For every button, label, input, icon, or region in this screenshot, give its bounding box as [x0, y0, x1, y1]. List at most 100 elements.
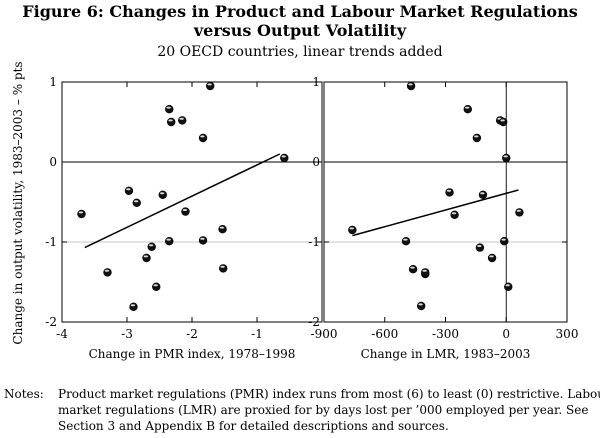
right-scatter-point-body: [475, 243, 485, 252]
left-scatter-point-highlight: [133, 200, 139, 203]
left-scatter-point-body: [218, 225, 227, 234]
left-scatter-point-body: [142, 253, 151, 263]
right-x-tick-label: -900: [311, 327, 338, 341]
left-scatter-point-highlight: [219, 226, 225, 229]
left-scatter-point-body: [198, 133, 208, 143]
left-scatter-point: [218, 225, 227, 234]
left-scatter-point: [206, 81, 215, 91]
left-scatter-point: [181, 207, 190, 216]
left-y-tick-label: -2: [45, 315, 57, 329]
left-scatter-point: [124, 186, 134, 196]
right-scatter-point: [348, 225, 357, 235]
left-scatter-point-highlight: [153, 284, 158, 287]
left-scatter-point-body: [280, 153, 289, 163]
left-scatter-point-body: [165, 104, 174, 114]
right-scatter-point: [421, 268, 430, 277]
right-scatter-point-highlight: [500, 119, 505, 122]
left-scatter-point-body: [178, 116, 187, 125]
right-scatter-point-body: [401, 237, 411, 246]
left-scatter-point-body: [132, 198, 141, 208]
right-x-tick-label: 300: [556, 327, 579, 341]
left-scatter-point-body: [77, 209, 86, 219]
right-scatter-point-highlight: [451, 212, 457, 215]
right-scatter-point-body: [478, 190, 488, 200]
right-scatter-point: [406, 81, 416, 91]
left-x-tick-label: -3: [121, 327, 133, 341]
right-scatter-point: [478, 190, 488, 200]
right-scatter-point-highlight: [408, 83, 413, 86]
right-scatter-point-highlight: [489, 255, 494, 258]
left-scatter-point-body: [129, 302, 138, 311]
right-scatter-point-highlight: [403, 238, 408, 241]
right-scatter-point: [401, 237, 411, 246]
right-scatter-point-body: [463, 104, 472, 114]
left-scatter-point: [198, 236, 208, 245]
left-x-tick-label: -1: [251, 327, 263, 341]
right-x-tick-label: -300: [432, 327, 459, 341]
left-scatter-point: [77, 209, 86, 219]
left-scatter-point-highlight: [104, 269, 110, 272]
right-scatter-point-highlight: [474, 135, 479, 138]
right-scatter-point-body: [406, 81, 416, 91]
figure-title-line2: versus Output Volatility: [193, 21, 407, 40]
figure-title-line1: Figure 6: Changes in Product and Labour …: [22, 2, 577, 21]
left-scatter-point: [198, 133, 208, 143]
right-scatter-point-body: [417, 301, 426, 311]
right-scatter-point-body: [408, 265, 418, 274]
left-scatter-point-highlight: [200, 135, 205, 138]
left-trend-line: [84, 153, 281, 249]
left-scatter-point: [147, 242, 156, 252]
right-scatter-point-highlight: [501, 238, 506, 241]
notes-line-2: market regulations (LMR) are proxied for…: [58, 403, 588, 417]
left-scatter-point-highlight: [78, 211, 84, 214]
figure-subtitle: 20 OECD countries, linear trends added: [157, 44, 442, 60]
left-scatter-point-highlight: [168, 119, 173, 122]
left-scatter-point-body: [124, 186, 134, 196]
y-axis-label: Change in output volatility, 1983–2003 –…: [11, 61, 25, 344]
right-scatter-point-body: [450, 210, 459, 220]
left-scatter-point-highlight: [159, 192, 165, 195]
right-scatter-point: [408, 265, 418, 274]
left-scatter-point: [165, 104, 174, 114]
left-y-tick-label: 0: [49, 155, 57, 169]
right-scatter-point-highlight: [503, 155, 508, 158]
notes-line-3: Section 3 and Appendix B for detailed de…: [58, 419, 449, 433]
left-scatter-point: [167, 117, 176, 127]
left-y-tick-label: 1: [49, 75, 57, 89]
right-scatter-panel: -900 -600 -300 0 300 -2 -1 0 1 Change in LMR, 198…: [308, 75, 578, 361]
right-scatter-point: [499, 117, 508, 127]
left-scatter-point: [132, 198, 141, 208]
right-x-tick-label: 0: [502, 327, 510, 341]
left-scatter-point-highlight: [182, 209, 188, 211]
left-scatter-point-highlight: [281, 155, 286, 158]
right-scatter-point-highlight: [422, 269, 427, 272]
right-trend-line: [352, 189, 519, 237]
left-scatter-point-body: [103, 268, 112, 277]
right-y-tick-label: 0: [312, 155, 320, 169]
left-scatter-point: [280, 153, 289, 163]
right-scatter-point-highlight: [516, 209, 522, 212]
right-scatter-point: [450, 210, 459, 220]
right-scatter-point-highlight: [464, 106, 470, 109]
right-scatter-point: [463, 104, 472, 114]
right-scatter-point-body: [472, 133, 482, 143]
left-scatter-point: [158, 190, 167, 200]
left-scatter-point-highlight: [166, 238, 171, 241]
right-scatter-point-highlight: [505, 284, 510, 287]
left-scatter-point-highlight: [220, 265, 225, 268]
right-scatter-point: [487, 253, 497, 263]
left-scatter-point-highlight: [143, 255, 149, 258]
left-scatter-point: [129, 302, 138, 311]
right-scatter-point-body: [487, 253, 497, 263]
right-scatter-point: [417, 301, 426, 311]
left-scatter-point-highlight: [130, 304, 136, 307]
right-scatter-point: [445, 188, 454, 197]
right-scatter-point-body: [348, 225, 357, 235]
left-scatter-point: [165, 237, 174, 246]
left-scatter-point-body: [198, 236, 208, 245]
left-x-tick-label: -4: [56, 327, 68, 341]
notes-line-1: Product market regulations (PMR) index r…: [58, 387, 600, 401]
left-x-tick-label: -2: [186, 327, 198, 341]
right-scatter-point-highlight: [349, 227, 354, 230]
